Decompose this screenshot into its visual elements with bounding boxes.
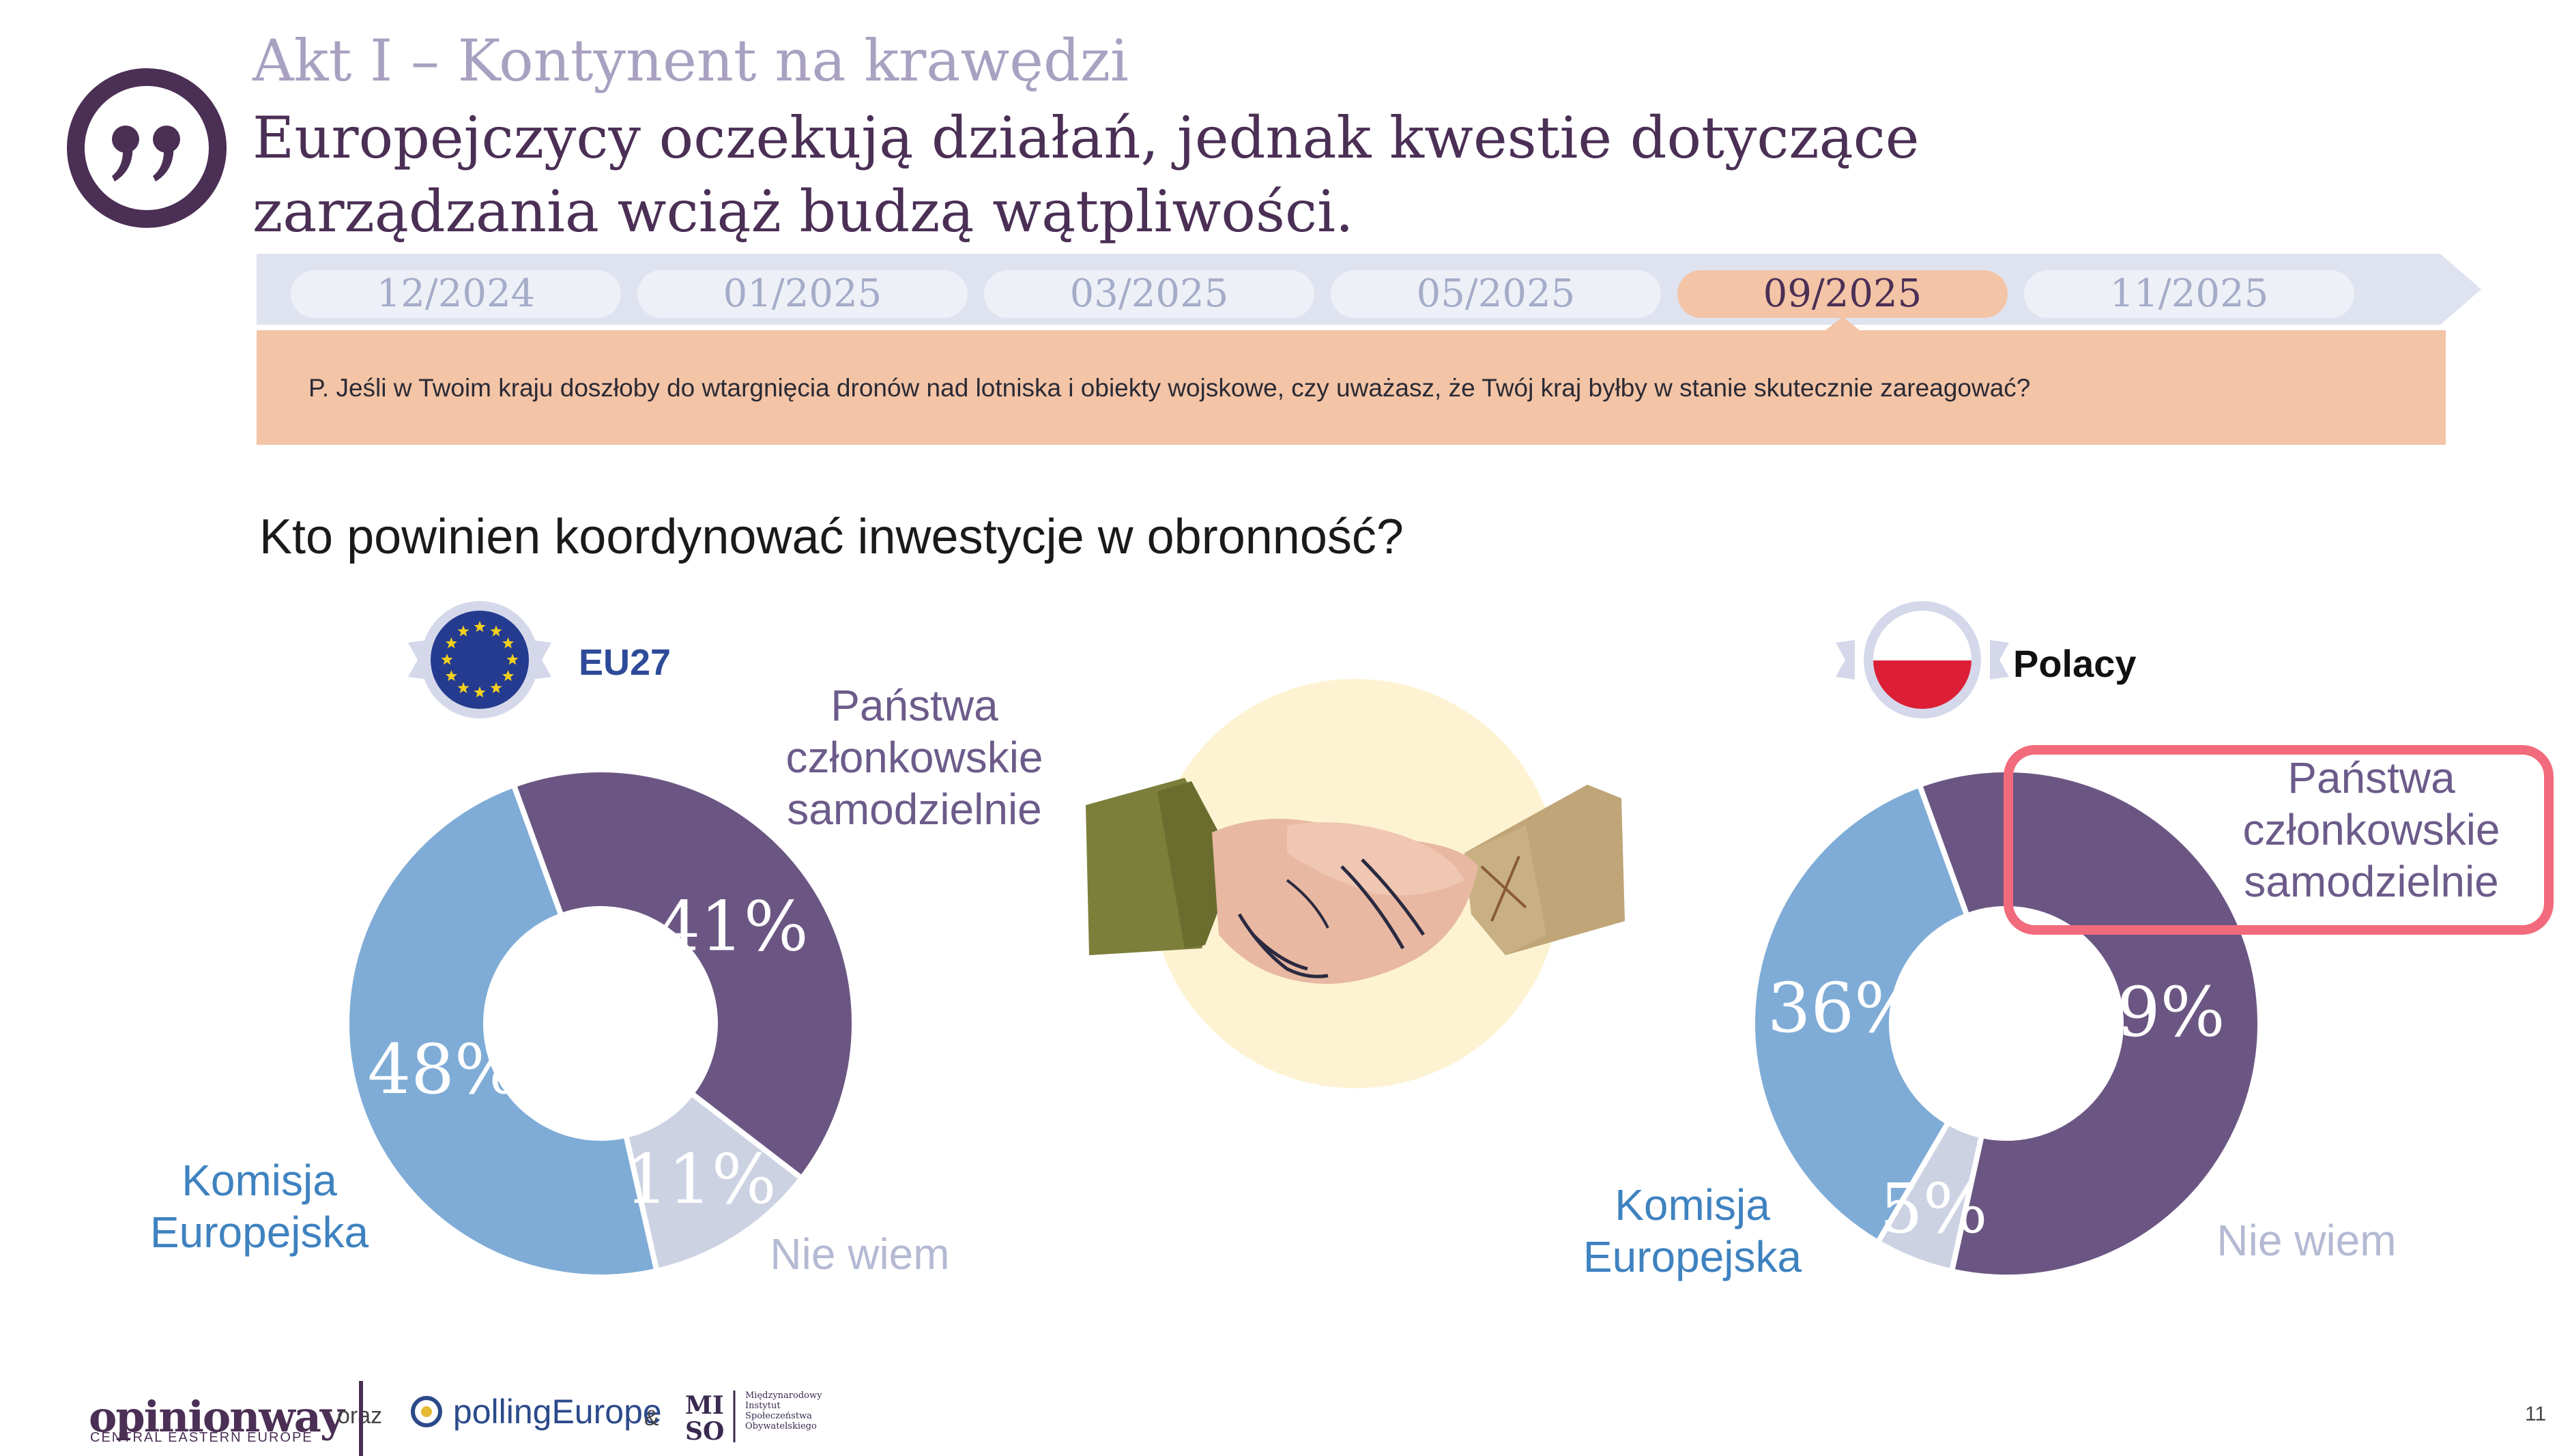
svg-text:MI: MI: [685, 1391, 724, 1420]
eu27-dont-know-label: Nie wiem: [770, 1229, 950, 1279]
eu27-label: EU27: [579, 642, 671, 683]
eu-star-icon: [445, 670, 457, 682]
opinionway-logo: opinionway: [89, 1392, 345, 1442]
timeline-item-01-2025[interactable]: 01/2025: [637, 270, 968, 318]
ampersand-text: &: [644, 1406, 659, 1430]
timeline-item-05-2025[interactable]: 05/2025: [1331, 270, 1661, 318]
act-title: Akt I – Kontynent na krawędzi: [252, 27, 1129, 94]
eu-star-icon: [474, 621, 486, 632]
handshake-icon: [1086, 679, 1625, 1088]
eu-star-icon: [502, 670, 515, 682]
timeline-item-12-2024[interactable]: 12/2024: [291, 270, 621, 318]
eu27-commission-label: Komisja Europejska: [149, 1156, 369, 1257]
eu-star-icon: [445, 637, 457, 649]
eu-star-icon: [502, 637, 515, 649]
polacy-label: Polacy: [2013, 642, 2137, 685]
poland-flag-icon: [1836, 601, 2009, 718]
question-band: [257, 330, 2446, 445]
eu-star-icon: [457, 625, 469, 637]
eu-star-icon: [506, 654, 519, 665]
eu27-slice-dont-know: [622, 1089, 806, 1275]
eu-star-icon: [457, 682, 469, 693]
active-pointer-icon: [1822, 317, 1863, 333]
eu27-value-label-dont-know: 11%: [624, 1139, 776, 1219]
opinionway-logo-sub: CENTRAL EASTERN EUROPE: [90, 1430, 313, 1445]
eu27-donut-chart: 41% 11% 48%: [344, 767, 857, 1280]
miso-logo-mark: MI SO: [682, 1391, 738, 1442]
eu-star-icon: [490, 682, 502, 693]
footer-divider: [359, 1381, 363, 1456]
polacy-slice-commission: [1750, 781, 1971, 1247]
polacy-value-label-member-states: 59%: [2073, 972, 2225, 1052]
eu27-value-label-commission: 48%: [368, 1030, 519, 1109]
polacy-commission-label: Komisja Europejska: [1583, 1180, 1802, 1281]
eu27-value-label-member-states: 41%: [657, 886, 809, 966]
timeline-item-03-2025[interactable]: 03/2025: [984, 270, 1314, 318]
polacy-value-label-dont-know: 5%: [1879, 1169, 1988, 1249]
eu-star-icon: [441, 654, 453, 665]
eu-star-icon: [490, 625, 502, 637]
polacy-value-label-commission: 36%: [1767, 968, 1919, 1048]
timeline-item-11-2025[interactable]: 11/2025: [2024, 270, 2354, 318]
polacy-dont-know-label: Nie wiem: [2216, 1216, 2397, 1265]
polacy-member-states-label: Państwa członkowskie samodzielnie: [2242, 753, 2500, 906]
page-number: 11: [2525, 1403, 2547, 1425]
eu27-member-states-label: Państwa członkowskie samodzielnie: [785, 681, 1043, 834]
timeline-item-09-2025[interactable]: 09/2025: [1677, 270, 2008, 318]
polling-europe-logo: pollingEurope: [409, 1392, 662, 1431]
page-title: Europejczycy oczekują działań, jednak kw…: [252, 104, 1920, 245]
section-title: Kto powinien koordynować inwestycje w ob…: [259, 510, 1404, 564]
eu-star-icon: [474, 686, 486, 698]
quote-mark-icon: [67, 68, 227, 228]
svg-text:SO: SO: [685, 1417, 724, 1442]
eu27-slice-member-states: [510, 767, 857, 1182]
polacy-highlight-frame: [2004, 745, 2554, 935]
eu27-slice-commission: [344, 781, 661, 1280]
polling-europe-mark-icon: [411, 1396, 442, 1427]
miso-logo-text: Międzynarodowy Instytut Społeczeństwa Ob…: [745, 1391, 822, 1431]
question-text: P. Jeśli w Twoim kraju doszłoby do wtarg…: [308, 374, 2031, 402]
eu-flag-icon: [408, 601, 551, 718]
polling-europe-text: pollingEurope: [452, 1393, 662, 1431]
